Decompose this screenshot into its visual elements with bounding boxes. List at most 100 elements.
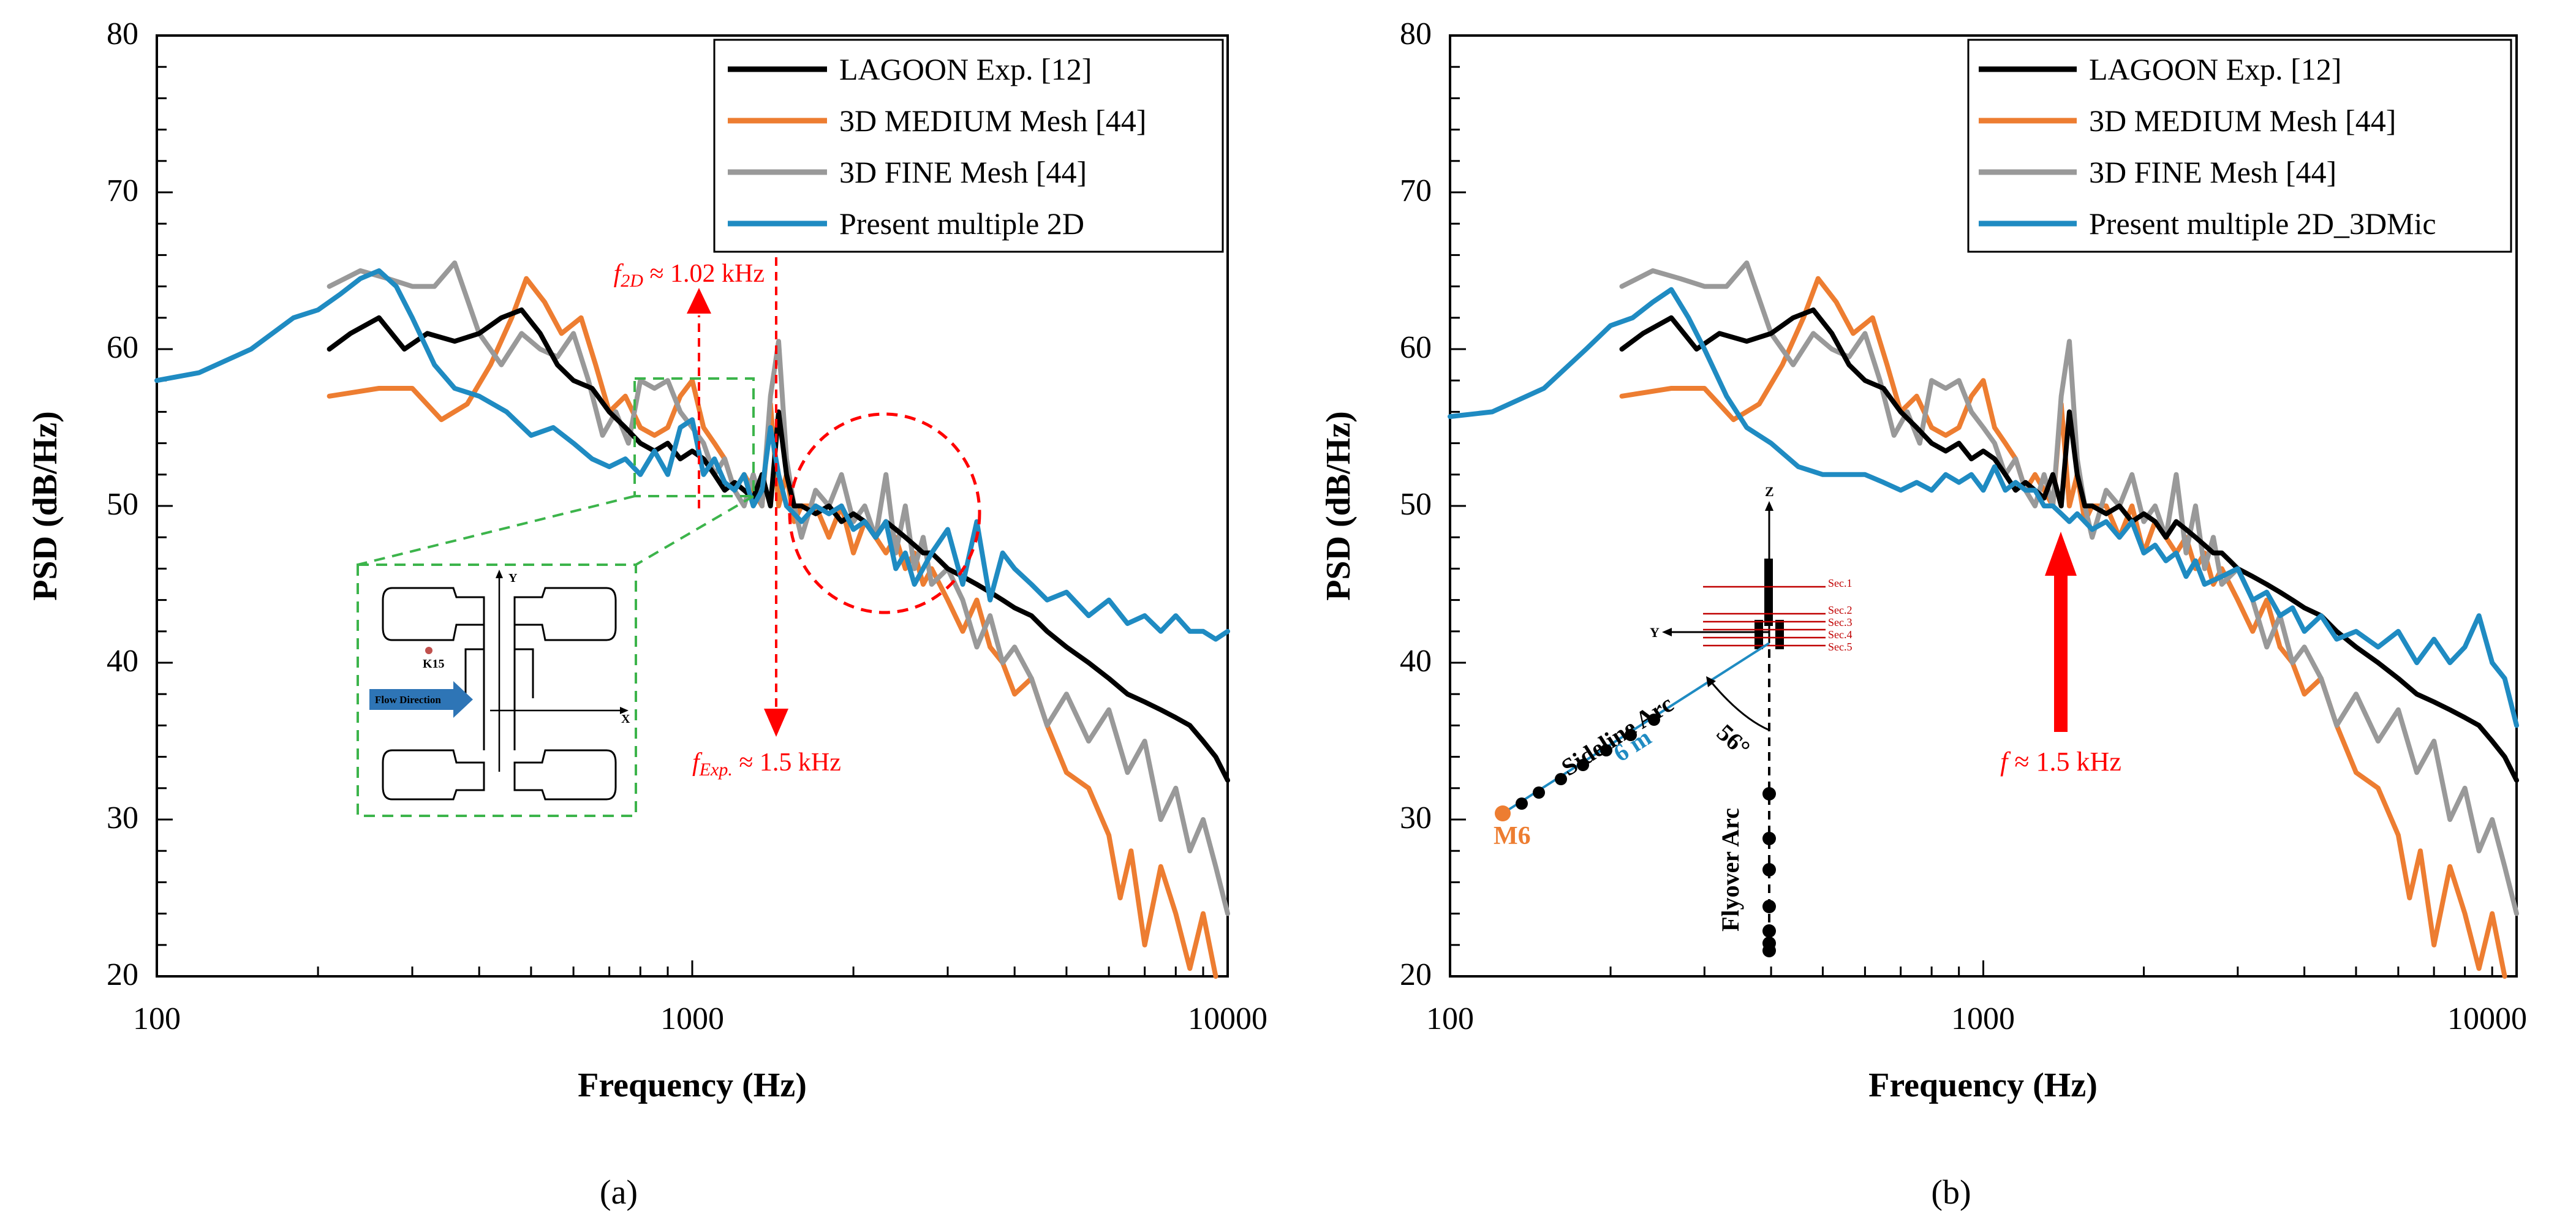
y-tick-label: 70 xyxy=(107,173,138,208)
section-label: Sec.1 xyxy=(1828,577,1853,589)
f2d-annotation: f2D ≈ 1.02 kHz xyxy=(614,260,765,291)
section-label: Sec.2 xyxy=(1828,604,1853,616)
flyover-label: Flyover Arc xyxy=(1717,808,1744,932)
legend-label: 3D FINE Mesh [44] xyxy=(839,155,1087,189)
zoom-line xyxy=(635,495,755,566)
inset-axis-arrow xyxy=(496,570,503,578)
inset-axis-label: X xyxy=(621,712,630,726)
y-axis-inset-arrow xyxy=(1662,628,1672,636)
y-tick-label: 60 xyxy=(1400,330,1432,365)
flow-label: Flow Direction xyxy=(375,694,441,706)
wheel-shape xyxy=(513,587,617,641)
f-arrow-head xyxy=(2045,532,2077,576)
x-tick-label: 1000 xyxy=(660,1001,724,1036)
y-tick-label: 40 xyxy=(1400,644,1432,679)
sensor-marker xyxy=(425,647,432,654)
angle-arrow xyxy=(1706,676,1716,687)
series-group-b xyxy=(1448,260,2519,979)
f-annotation: f ≈ 1.5 kHz xyxy=(2000,747,2121,777)
series-line-fine-a xyxy=(327,260,1230,916)
y-tick-labels-a: 20 30 40 50 60 70 80 xyxy=(107,17,138,992)
f2d-arrow-head xyxy=(687,288,711,314)
y-tick-label: 80 xyxy=(107,17,138,51)
legend-b: LAGOON Exp. [12] 3D MEDIUM Mesh [44] 3D … xyxy=(1967,39,2512,253)
legend-label: 3D MEDIUM Mesh [44] xyxy=(2089,104,2396,138)
x-tick-label: 10000 xyxy=(1188,1001,1267,1036)
x-tick-label: 100 xyxy=(133,1001,181,1036)
x-axis-label-b: Frequency (Hz) xyxy=(1868,1066,2098,1104)
fexp-annotation: fExp. ≈ 1.5 kHz xyxy=(692,748,841,780)
y-tick-label: 80 xyxy=(1400,17,1432,51)
legend-label: LAGOON Exp. [12] xyxy=(839,52,1092,86)
z-axis-label: Z xyxy=(1765,484,1774,499)
section-label: Sec.5 xyxy=(1828,641,1853,653)
y-axis-label-a: PSD (dB/Hz) xyxy=(26,411,64,601)
sideline-line xyxy=(1501,642,1770,815)
y-tick-label: 20 xyxy=(107,957,138,992)
legend-label: Present multiple 2D_3DMic xyxy=(2089,206,2436,241)
tick-marks-a xyxy=(156,34,1229,978)
y-tick-label: 20 xyxy=(1400,957,1432,992)
x-axis-label-a: Frequency (Hz) xyxy=(578,1066,807,1104)
inset-geometry-a: Y X K15 Flow Direction xyxy=(357,564,637,817)
annotations-b: f ≈ 1.5 kHz xyxy=(2000,532,2121,777)
legend-label: LAGOON Exp. [12] xyxy=(2089,52,2341,86)
tick-marks-b xyxy=(1449,34,2518,978)
series-line-present-b xyxy=(1448,287,2519,728)
legend-box xyxy=(713,39,1224,253)
mic-m6-label: M6 xyxy=(1494,822,1531,850)
f-arrow-shaft xyxy=(2054,573,2068,732)
y-tick-label: 40 xyxy=(107,644,138,679)
highlight-circle-red xyxy=(788,412,981,614)
chart-panel-b: 20 30 40 50 60 70 80 100 1000 10000 Freq… xyxy=(1320,17,2527,1212)
inset-axis-arrow xyxy=(620,707,629,714)
zoom-line xyxy=(357,495,635,566)
gear-body xyxy=(1754,620,1763,649)
chart-panel-a: 20 30 40 50 60 70 80 100 1000 10000 Freq… xyxy=(26,17,1267,1212)
x-tick-labels-b: 100 1000 10000 xyxy=(1426,1001,2527,1036)
legend-box xyxy=(1967,39,2512,253)
sensor-label: K15 xyxy=(423,657,445,671)
series-line-fine-b xyxy=(1619,260,2519,916)
y-tick-label: 30 xyxy=(107,801,138,835)
strut-shape xyxy=(464,625,534,750)
legend-label: 3D MEDIUM Mesh [44] xyxy=(839,104,1146,138)
y-tick-label: 50 xyxy=(1400,487,1432,522)
series-group-a xyxy=(154,260,1230,979)
gear-body xyxy=(1764,559,1773,626)
mic-m6-marker xyxy=(1495,805,1511,821)
y-tick-label: 50 xyxy=(107,487,138,522)
series-line-exp-a xyxy=(327,307,1230,783)
x-tick-label: 1000 xyxy=(1951,1001,2015,1036)
y-axis-inset-label: Y xyxy=(1650,625,1660,640)
sideline-mics xyxy=(1516,714,1660,810)
y-tick-label: 30 xyxy=(1400,801,1432,835)
angle-arc xyxy=(1709,680,1770,731)
legend-a: LAGOON Exp. [12] 3D MEDIUM Mesh [44] 3D … xyxy=(713,39,1224,253)
legend-label: Present multiple 2D xyxy=(839,206,1084,241)
y-tick-label: 70 xyxy=(1400,173,1432,208)
fexp-arrow-head xyxy=(764,709,788,737)
flyover-mics xyxy=(1762,787,1776,957)
x-tick-label: 10000 xyxy=(2447,1001,2527,1036)
y-tick-labels-b: 20 30 40 50 60 70 80 xyxy=(1400,17,1432,992)
section-label: Sec.3 xyxy=(1828,616,1853,628)
section-label: Sec.4 xyxy=(1828,628,1853,641)
inset-axis-label: Y xyxy=(508,571,518,585)
y-tick-label: 60 xyxy=(107,330,138,365)
annotations-a: f2D ≈ 1.02 kHz fExp. ≈ 1.5 kHz xyxy=(357,257,981,780)
series-line-exp-b xyxy=(1619,307,2519,783)
wheel-shape xyxy=(382,749,485,801)
z-axis-arrow xyxy=(1765,501,1773,511)
panel-label-a: (a) xyxy=(600,1174,638,1212)
series-line-present-a xyxy=(154,268,1230,642)
panel-label-b: (b) xyxy=(1931,1174,1971,1212)
gear-body xyxy=(1775,620,1784,649)
wheel-shape xyxy=(513,749,617,801)
x-tick-label: 100 xyxy=(1426,1001,1474,1036)
legend-label: 3D FINE Mesh [44] xyxy=(2089,155,2336,189)
flow-arrow xyxy=(369,681,473,718)
wheel-shape xyxy=(382,587,485,641)
section-lines xyxy=(1703,586,1826,647)
